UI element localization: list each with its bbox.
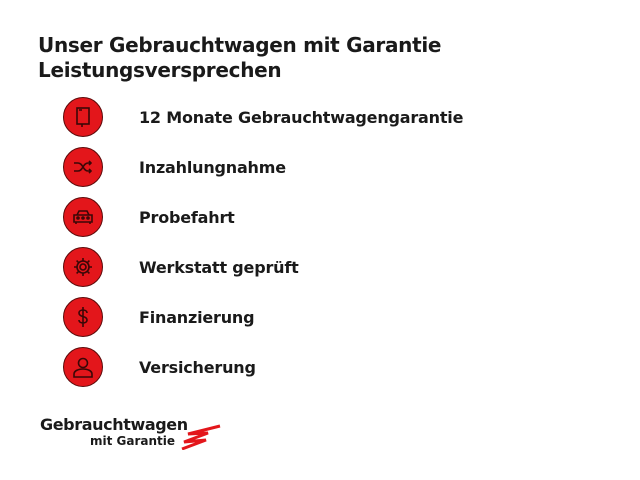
title-line-2: Leistungsversprechen: [38, 58, 282, 82]
person-icon: [63, 347, 103, 387]
red-swoosh-icon: [181, 424, 221, 450]
item-label: Inzahlungnahme: [139, 157, 286, 177]
list-item-versicherung: Versicherung: [63, 347, 256, 387]
page-title: Unser Gebrauchtwagen mit Garantie Leistu…: [38, 33, 441, 83]
title-line-1: Unser Gebrauchtwagen mit Garantie: [38, 33, 442, 57]
shuffle-icon: [63, 147, 103, 187]
car-icon: [63, 197, 103, 237]
list-item-werkstatt: Werkstatt geprüft: [63, 247, 299, 287]
gear-icon: [63, 247, 103, 287]
item-label: Werkstatt geprüft: [139, 257, 299, 277]
list-item-inzahlungnahme: Inzahlungnahme: [63, 147, 286, 187]
booklet-icon: [63, 97, 103, 137]
logo-line-2: mit Garantie: [90, 434, 176, 448]
list-item-garantie: 12 Monate Gebrauchtwagengarantie: [63, 97, 463, 137]
dollar-icon: [63, 297, 103, 337]
item-label: 12 Monate Gebrauchtwagengarantie: [139, 107, 464, 127]
item-label: Finanzierung: [139, 307, 255, 327]
list-item-finanzierung: Finanzierung: [63, 297, 255, 337]
list-item-probefahrt: Probefahrt: [63, 197, 235, 237]
item-label: Probefahrt: [139, 207, 235, 227]
gebrauchtwagen-logo: Gebrauchtwagen mit Garantie: [40, 415, 221, 450]
logo-line-1: Gebrauchtwagen: [40, 415, 188, 434]
item-label: Versicherung: [139, 357, 256, 377]
